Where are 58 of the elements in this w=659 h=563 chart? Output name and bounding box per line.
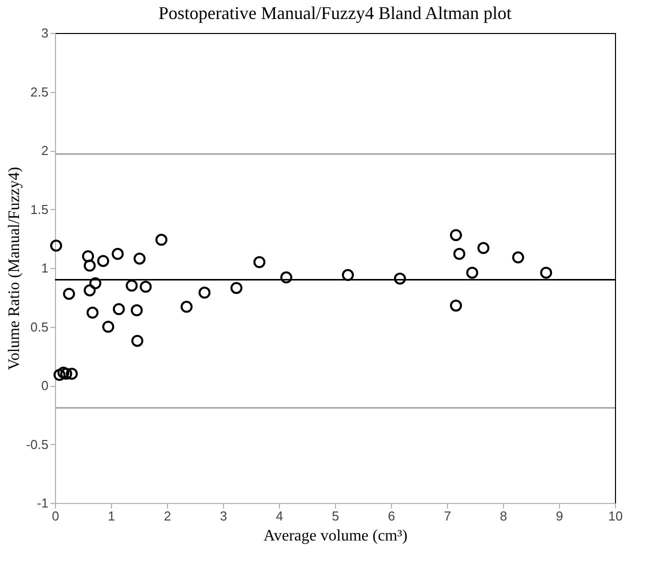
- x-tick-label: 6: [388, 508, 396, 524]
- point: [84, 260, 96, 272]
- y-tick-label: 3: [41, 26, 48, 40]
- x-tick-label: 8: [500, 508, 508, 524]
- point: [112, 303, 125, 316]
- point: [540, 266, 552, 279]
- y-tick-label: -1: [36, 496, 48, 510]
- y-tick-label: 0.5: [30, 319, 48, 334]
- point: [466, 266, 478, 279]
- point: [63, 288, 75, 300]
- point: [57, 366, 70, 379]
- y-tick-label: 2: [41, 143, 48, 158]
- x-tick-label: 7: [444, 508, 452, 524]
- x-tick-label: 3: [220, 508, 228, 524]
- point: [342, 269, 354, 282]
- point: [453, 248, 466, 260]
- point: [60, 368, 72, 380]
- point: [512, 251, 524, 264]
- y-axis-title: Volume Ratio (Manual/Fuzzy4): [6, 166, 24, 370]
- point: [53, 368, 66, 381]
- point: [50, 240, 62, 252]
- point: [126, 280, 138, 292]
- x-tick-label: 4: [276, 508, 284, 524]
- point: [394, 272, 406, 285]
- x-tick-label: 2: [164, 508, 172, 524]
- point: [112, 248, 124, 260]
- y-tick-label: -0.5: [26, 436, 48, 452]
- point: [84, 284, 96, 296]
- point: [131, 334, 144, 347]
- point: [82, 250, 94, 262]
- point: [97, 254, 110, 267]
- point: [86, 306, 99, 319]
- point: [180, 300, 193, 313]
- x-tick-label: 1: [108, 508, 116, 524]
- point: [102, 320, 114, 333]
- x-tick-label: 9: [556, 508, 564, 524]
- x-tick-label: 5: [332, 508, 340, 524]
- point: [130, 304, 143, 316]
- point: [477, 242, 490, 254]
- point: [230, 282, 242, 294]
- chart-title: Postoperative Manual/Fuzzy4 Bland Altman plot: [158, 3, 512, 23]
- point: [140, 280, 152, 293]
- y-tick-label: 2.5: [30, 84, 48, 100]
- point: [450, 300, 462, 312]
- y-tick-label: 1.5: [30, 202, 48, 217]
- point: [198, 286, 211, 299]
- point: [134, 252, 146, 265]
- point: [66, 368, 78, 380]
- point: [89, 277, 102, 290]
- point: [253, 256, 266, 268]
- point: [280, 271, 292, 284]
- x-tick-label: 0: [52, 508, 60, 524]
- point: [450, 229, 462, 242]
- y-tick-label: 0: [41, 378, 48, 393]
- x-tick-label: 10: [608, 508, 623, 524]
- point: [155, 234, 168, 246]
- y-tick-label: 1: [41, 260, 48, 276]
- x-axis-title: Average volume (cm³): [264, 528, 408, 544]
